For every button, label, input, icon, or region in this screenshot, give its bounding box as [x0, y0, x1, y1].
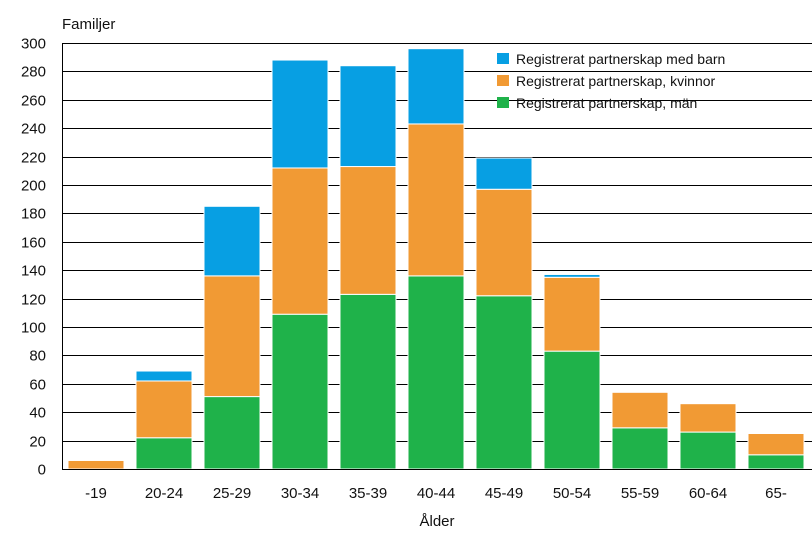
bar-segment	[407, 48, 465, 125]
legend-label: Registrerat partnerskap, män	[516, 95, 697, 111]
y-tick-label: 220	[21, 150, 46, 167]
bar-segment	[475, 157, 533, 190]
legend-label: Registrerat partnerskap, kvinnor	[516, 73, 716, 89]
legend-label: Registrerat partnerskap med barn	[516, 51, 725, 67]
x-tick-label: 35-39	[349, 485, 387, 502]
bars	[67, 48, 805, 470]
y-tick-label: 160	[21, 235, 46, 252]
y-tick-label: 60	[29, 377, 46, 394]
y-tick-label: 260	[21, 93, 46, 110]
y-tick-label: 0	[38, 462, 46, 479]
bar-segment	[135, 437, 193, 470]
x-tick-label: 60-64	[689, 485, 727, 502]
bar-segment	[543, 276, 601, 352]
x-tick-label: 55-59	[621, 485, 659, 502]
bar-segment	[543, 273, 601, 278]
x-tick-label: -19	[85, 485, 107, 502]
y-tick-label: 80	[29, 348, 46, 365]
bar-segment	[271, 59, 329, 169]
y-tick-label: 200	[21, 178, 46, 195]
legend-swatch	[497, 75, 509, 86]
bar-segment	[475, 295, 533, 470]
bar-segment	[747, 454, 805, 470]
y-tick-label: 40	[29, 405, 46, 422]
y-tick-label: 280	[21, 64, 46, 81]
y-tick-label: 300	[21, 36, 46, 53]
legend-swatch	[497, 97, 509, 108]
bar-segment	[271, 167, 329, 315]
bar-segment	[339, 293, 397, 470]
x-axis-label: Ålder	[419, 513, 454, 530]
bar-segment	[135, 370, 193, 382]
bar-segment	[339, 166, 397, 295]
y-tick-label: 120	[21, 292, 46, 309]
bar-segment	[203, 396, 261, 470]
x-tick-label: 40-44	[417, 485, 455, 502]
bar-segment	[611, 427, 669, 470]
y-tick-label: 20	[29, 434, 46, 451]
bar-segment	[203, 205, 261, 277]
bar-segment	[407, 275, 465, 470]
y-tick-label: 100	[21, 320, 46, 337]
x-tick-label: 65-	[765, 485, 787, 502]
y-tick-label: 180	[21, 206, 46, 223]
bar-segment	[135, 380, 193, 439]
x-tick-label: 25-29	[213, 485, 251, 502]
legend-swatch	[497, 53, 509, 64]
y-tick-label: 240	[21, 121, 46, 138]
bar-segment	[611, 391, 669, 429]
bar-segment	[475, 188, 533, 297]
bar-segment	[407, 123, 465, 277]
bar-segment	[67, 459, 125, 470]
y-tick-label: 140	[21, 263, 46, 280]
bar-segment	[543, 350, 601, 470]
bar-segment	[679, 403, 737, 433]
x-tick-label: 45-49	[485, 485, 523, 502]
bar-segment	[271, 313, 329, 470]
bar-segment	[679, 431, 737, 470]
legend: Registrerat partnerskap med barn Registre…	[497, 51, 725, 111]
x-tick-label: 30-34	[281, 485, 319, 502]
bar-segment	[339, 65, 397, 168]
axes: 0 20 40 60 80 100 120 140 160 180 200 220 240 260 280 3…	[21, 36, 812, 502]
bar-segment	[203, 275, 261, 398]
x-tick-label: 20-24	[145, 485, 183, 502]
y-axis-label: Familjer	[62, 16, 115, 33]
x-tick-label: 50-54	[553, 485, 591, 502]
bar-segment	[747, 433, 805, 456]
